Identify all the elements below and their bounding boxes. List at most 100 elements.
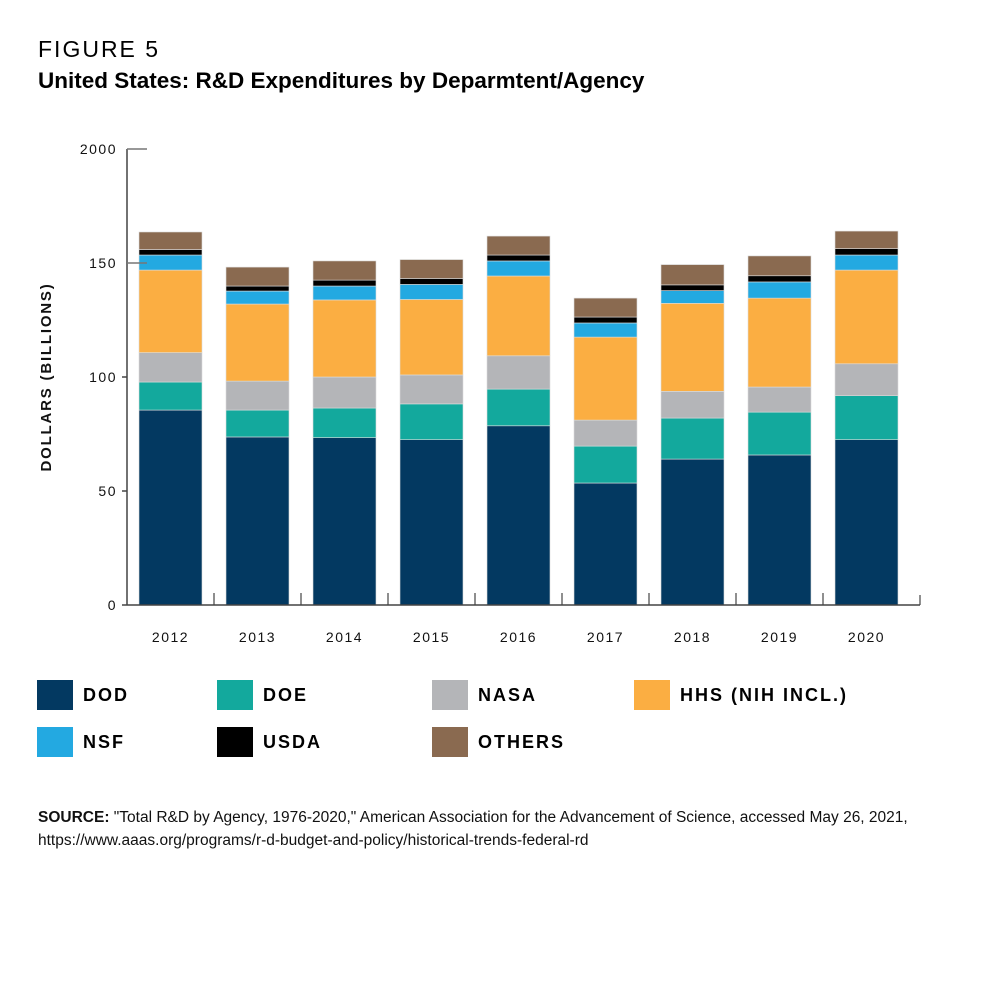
bar-2020 <box>834 230 899 606</box>
bar-segment-nsf-2017 <box>573 322 638 338</box>
bar-segment-doe-2017 <box>573 445 638 484</box>
bar-segment-nsf-2013 <box>225 290 290 305</box>
bar-segment-nasa-2012 <box>138 352 203 383</box>
bar-segment-doe-2018 <box>660 417 725 460</box>
bar-segment-nasa-2016 <box>486 355 551 390</box>
y-axis-label: DOLLARS (BILLIONS) <box>38 282 55 471</box>
legend-item-nsf: NSF <box>37 727 125 757</box>
bar-segment-nsf-2012 <box>138 254 203 271</box>
bar-segment-hhs-2015 <box>399 299 464 376</box>
chart-title: United States: R&D Expenditures by Depar… <box>38 68 645 93</box>
bar-2015 <box>399 259 464 606</box>
legend-label: USDA <box>263 731 323 752</box>
bar-segment-doe-2020 <box>834 395 899 441</box>
bar-segment-hhs-2012 <box>138 269 203 353</box>
bar-segment-hhs-2020 <box>834 269 899 365</box>
bar-segment-hhs-2017 <box>573 336 638 421</box>
legend-swatch <box>432 727 468 757</box>
y-tick-label: 0 <box>108 597 117 613</box>
bar-segment-others-2018 <box>660 264 725 286</box>
bar-segment-dod-2019 <box>747 454 812 606</box>
bar-segment-usda-2015 <box>399 278 464 285</box>
bar-segment-nasa-2015 <box>399 374 464 405</box>
source-text: "Total R&D by Agency, 1976-2020," Americ… <box>38 809 908 849</box>
bar-segment-nsf-2018 <box>660 290 725 304</box>
legend-item-hhs: HHS (NIH INCL.) <box>634 680 848 710</box>
bar-segment-dod-2014 <box>312 437 377 606</box>
x-tick-label: 2018 <box>674 629 711 645</box>
bar-segment-doe-2014 <box>312 407 377 438</box>
x-tick-label: 2015 <box>413 629 450 645</box>
bar-segment-dod-2013 <box>225 436 290 606</box>
legend-swatch <box>634 680 670 710</box>
bar-segment-nsf-2019 <box>747 281 812 299</box>
bar-segment-nasa-2020 <box>834 363 899 396</box>
figure-label: FIGURE 5 <box>38 36 161 62</box>
bar-2018 <box>660 264 725 606</box>
legend-item-doe: DOE <box>217 680 308 710</box>
x-tick-label: 2019 <box>761 629 798 645</box>
bar-2017 <box>573 297 638 606</box>
legend-swatch <box>217 680 253 710</box>
bar-segment-nasa-2014 <box>312 376 377 409</box>
bar-segment-hhs-2016 <box>486 275 551 357</box>
bar-2014 <box>312 260 377 606</box>
legend-swatch <box>37 727 73 757</box>
x-tick-label: 2017 <box>587 629 624 645</box>
bar-segment-usda-2020 <box>834 248 899 256</box>
y-tick-label: 2000 <box>80 141 117 157</box>
legend-swatch <box>37 680 73 710</box>
legend-label: HHS (NIH INCL.) <box>680 684 848 705</box>
legend-swatch <box>217 727 253 757</box>
bar-segment-hhs-2013 <box>225 303 290 382</box>
bar-segment-dod-2018 <box>660 458 725 606</box>
bar-segment-usda-2013 <box>225 285 290 292</box>
bar-segment-usda-2018 <box>660 284 725 291</box>
bar-segment-dod-2016 <box>486 425 551 606</box>
bar-segment-usda-2014 <box>312 279 377 287</box>
legend-item-dod: DOD <box>37 680 129 710</box>
x-tick-label: 2012 <box>152 629 189 645</box>
y-tick-label: 100 <box>89 369 117 385</box>
legend-item-usda: USDA <box>217 727 322 757</box>
bar-segment-nsf-2015 <box>399 284 464 300</box>
bar-segment-hhs-2018 <box>660 303 725 392</box>
legend-label: NASA <box>478 684 538 705</box>
bar-segment-doe-2016 <box>486 388 551 427</box>
bar-segment-nsf-2016 <box>486 260 551 277</box>
y-tick-label: 150 <box>89 255 117 271</box>
legend-swatch <box>432 680 468 710</box>
bar-segment-doe-2012 <box>138 381 203 411</box>
bar-segment-others-2015 <box>399 259 464 279</box>
x-tick-label: 2016 <box>500 629 537 645</box>
bar-segment-dod-2015 <box>399 439 464 606</box>
legend-label: DOE <box>263 684 309 705</box>
bar-segment-doe-2019 <box>747 411 812 456</box>
bar-segment-nsf-2020 <box>834 254 899 271</box>
source-note: SOURCE: "Total R&D by Agency, 1976-2020,… <box>38 806 998 852</box>
bar-segment-usda-2019 <box>747 275 812 283</box>
bar-segment-usda-2016 <box>486 254 551 262</box>
bar-2019 <box>747 255 812 606</box>
bar-segment-dod-2020 <box>834 439 899 606</box>
bar-segment-nasa-2019 <box>747 386 812 413</box>
bar-segment-nasa-2018 <box>660 391 725 419</box>
legend-item-others: OTHERS <box>432 727 565 757</box>
source-label: SOURCE: <box>38 809 110 826</box>
x-tick-label: 2020 <box>848 629 885 645</box>
bar-segment-others-2013 <box>225 266 290 287</box>
legend-label: OTHERS <box>478 731 566 752</box>
bar-2016 <box>486 235 551 606</box>
bar-segment-others-2019 <box>747 255 812 277</box>
bar-segment-usda-2017 <box>573 316 638 324</box>
legend-label: DOD <box>83 684 129 705</box>
bar-segment-hhs-2019 <box>747 297 812 388</box>
axes-group: 2012 2013 2014 2015 2016 2017 2018 2019 2020 0 50 1… <box>80 141 921 645</box>
bar-segment-hhs-2014 <box>312 299 377 378</box>
x-tick-label: 2013 <box>239 629 276 645</box>
bar-segment-dod-2012 <box>138 409 203 606</box>
y-tick-label: 50 <box>98 483 117 499</box>
bar-segment-doe-2015 <box>399 403 464 440</box>
bar-segment-usda-2012 <box>138 249 203 256</box>
bar-segment-nasa-2013 <box>225 380 290 411</box>
